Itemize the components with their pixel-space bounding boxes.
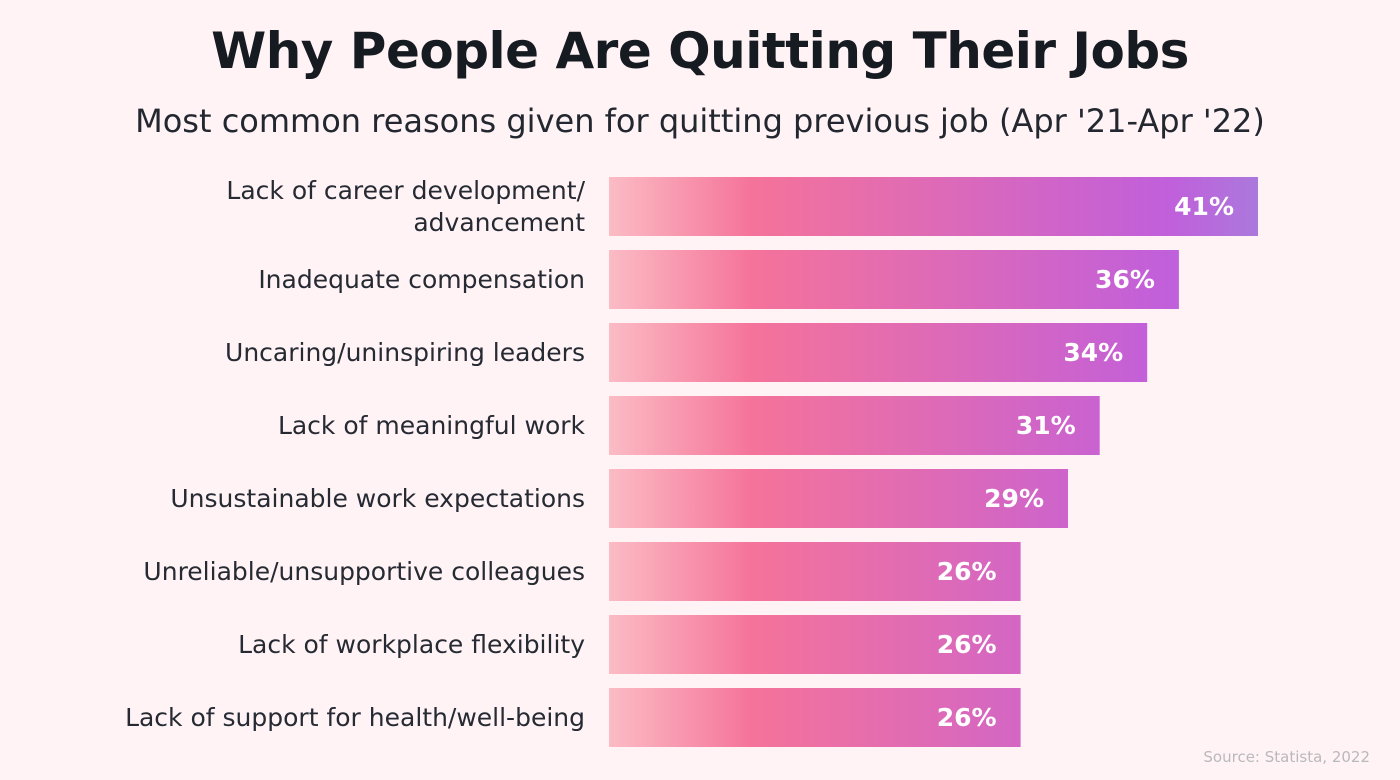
category-label-5: Unsustainable work expectations [170,484,585,513]
value-label-6: 26% [937,557,997,586]
source-note: Source: Statista, 2022 [1203,748,1370,766]
bar-7 [609,615,1021,674]
bar-8 [609,688,1021,747]
category-label-2: Inadequate compensation [258,265,585,294]
value-label-5: 29% [984,484,1044,513]
chart-title: Why People Are Quitting Their Jobs [211,22,1189,80]
value-label-4: 31% [1016,411,1076,440]
value-label-1: 41% [1174,192,1234,221]
category-label-7: Lack of workplace flexibility [238,630,585,659]
bar-3 [609,323,1148,382]
value-label-3: 34% [1063,338,1123,367]
category-label-6: Unreliable/unsupportive colleagues [143,557,585,586]
bar-5 [609,469,1068,528]
category-label-4: Lack of meaningful work [278,411,586,440]
category-label-1: Lack of career development/advancement [226,176,585,237]
bar-2 [609,250,1179,309]
value-label-2: 36% [1095,265,1155,294]
bar-6 [609,542,1021,601]
value-labels-group: 41% 36% 34% 31% 29% 26% 26% 26% [937,192,1234,732]
category-labels-group: Lack of career development/advancement In… [125,176,586,732]
category-label-8: Lack of support for health/well-being [125,703,585,732]
value-label-8: 26% [937,703,997,732]
bar-1 [609,177,1258,236]
chart-subtitle: Most common reasons given for quitting p… [135,102,1265,140]
value-label-7: 26% [937,630,997,659]
bar-4 [609,396,1100,455]
category-label-3: Uncaring/uninspiring leaders [225,338,585,367]
bars-group [609,177,1258,747]
